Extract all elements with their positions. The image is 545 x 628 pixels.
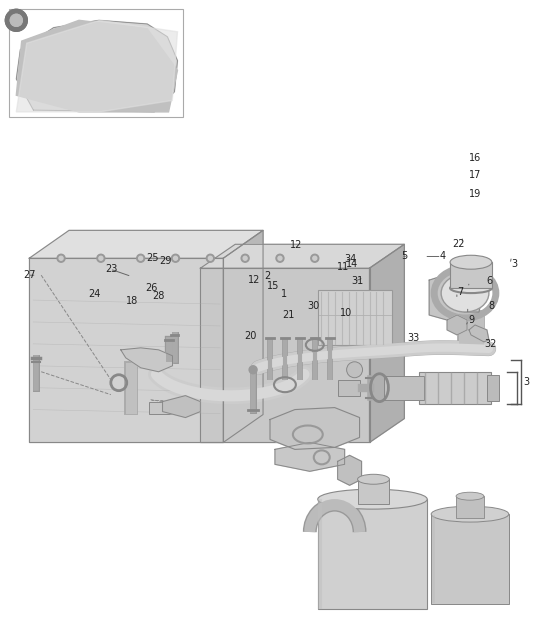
Circle shape — [99, 256, 103, 260]
Polygon shape — [201, 244, 404, 268]
Polygon shape — [370, 244, 404, 443]
Text: 22: 22 — [452, 239, 465, 249]
Polygon shape — [447, 315, 467, 335]
Circle shape — [249, 365, 257, 374]
Bar — [431, 514, 509, 604]
Text: 10: 10 — [340, 308, 353, 318]
Text: 21: 21 — [282, 310, 295, 320]
Text: 23: 23 — [106, 264, 118, 274]
Polygon shape — [469, 325, 489, 342]
Polygon shape — [275, 443, 344, 471]
Text: 1: 1 — [281, 289, 287, 299]
Text: 3: 3 — [524, 377, 530, 387]
Bar — [9, 9, 184, 117]
Ellipse shape — [431, 506, 509, 522]
Polygon shape — [338, 455, 361, 485]
Polygon shape — [429, 272, 479, 322]
Polygon shape — [270, 408, 360, 450]
Polygon shape — [223, 230, 263, 443]
Ellipse shape — [456, 492, 484, 500]
Bar — [358, 479, 389, 504]
Polygon shape — [29, 258, 223, 443]
Text: 34: 34 — [344, 254, 356, 264]
Text: 7: 7 — [457, 287, 463, 297]
Text: 25: 25 — [147, 253, 159, 263]
Text: 31: 31 — [351, 276, 364, 286]
Text: 29: 29 — [160, 256, 172, 266]
Circle shape — [5, 9, 27, 31]
Text: 28: 28 — [152, 291, 165, 301]
Ellipse shape — [450, 283, 492, 293]
Text: 12: 12 — [248, 274, 261, 284]
Polygon shape — [459, 290, 484, 312]
Polygon shape — [16, 20, 178, 112]
Text: 4: 4 — [439, 251, 446, 261]
Circle shape — [137, 254, 144, 263]
Ellipse shape — [358, 474, 389, 484]
Text: 6: 6 — [487, 276, 493, 286]
Text: 16: 16 — [469, 153, 481, 163]
Bar — [318, 499, 427, 609]
Text: 11: 11 — [336, 262, 349, 272]
Polygon shape — [121, 348, 173, 372]
Text: 8: 8 — [488, 301, 494, 311]
Circle shape — [138, 256, 143, 260]
Polygon shape — [16, 20, 178, 112]
Ellipse shape — [318, 489, 427, 509]
Circle shape — [173, 256, 178, 260]
Text: 3: 3 — [511, 259, 517, 269]
Text: 15: 15 — [267, 281, 280, 291]
Text: 27: 27 — [23, 270, 35, 280]
Text: 2: 2 — [264, 271, 271, 281]
Circle shape — [243, 256, 247, 260]
Text: 24: 24 — [88, 289, 100, 299]
Bar — [487, 375, 499, 401]
Bar — [338, 380, 360, 396]
Ellipse shape — [450, 255, 492, 269]
Circle shape — [97, 254, 105, 263]
Text: 5: 5 — [402, 251, 408, 261]
Bar — [149, 402, 193, 414]
Circle shape — [278, 256, 282, 260]
Circle shape — [172, 254, 179, 263]
Circle shape — [208, 256, 213, 260]
Polygon shape — [201, 268, 370, 443]
Text: 19: 19 — [469, 189, 481, 199]
Text: 32: 32 — [484, 339, 496, 349]
Text: 20: 20 — [244, 331, 257, 341]
Circle shape — [59, 256, 63, 260]
Circle shape — [347, 362, 362, 377]
Text: 33: 33 — [407, 333, 419, 343]
Text: 9: 9 — [469, 315, 475, 325]
Text: 17: 17 — [469, 170, 481, 180]
Polygon shape — [162, 396, 201, 418]
Circle shape — [241, 254, 249, 263]
Polygon shape — [29, 230, 263, 258]
Bar — [419, 372, 491, 404]
Bar — [456, 496, 484, 518]
Circle shape — [207, 254, 214, 263]
Bar — [450, 263, 492, 288]
Circle shape — [313, 256, 317, 260]
Circle shape — [276, 254, 284, 263]
Text: 14: 14 — [346, 259, 358, 269]
Text: 30: 30 — [308, 301, 320, 311]
Circle shape — [5, 9, 27, 31]
Polygon shape — [16, 20, 178, 112]
Circle shape — [57, 254, 65, 263]
Circle shape — [10, 14, 22, 26]
Ellipse shape — [441, 274, 489, 312]
Bar — [318, 290, 392, 345]
Bar — [384, 376, 424, 399]
Circle shape — [311, 254, 319, 263]
Circle shape — [10, 14, 22, 26]
Text: 12: 12 — [290, 241, 302, 250]
Text: 18: 18 — [126, 296, 138, 306]
Text: 26: 26 — [145, 283, 158, 293]
